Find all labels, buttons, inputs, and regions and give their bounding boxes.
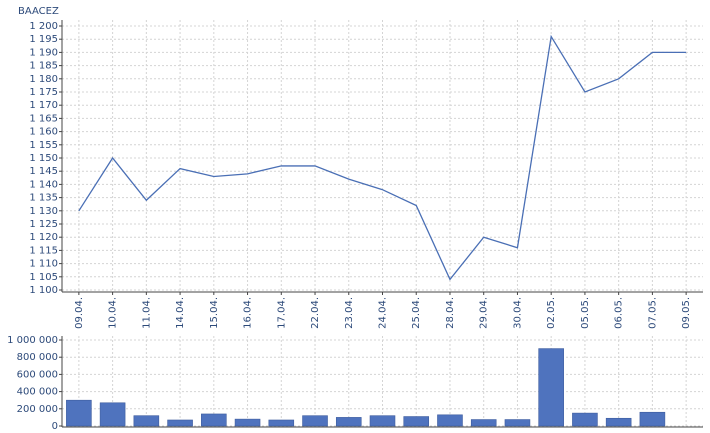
price-line	[78, 34, 687, 281]
bar	[504, 419, 531, 427]
y-tick-label: 0	[52, 421, 58, 432]
y-tick-label: 1 185	[29, 61, 58, 72]
y-tick-label: 1 125	[29, 219, 58, 230]
y-tick-label: 1 115	[29, 245, 58, 256]
y-tick-label: 1 195	[29, 34, 58, 45]
x-tick-label: 09.05.	[681, 297, 692, 329]
y-tick-label: 1 140	[29, 179, 58, 190]
bar	[66, 399, 92, 427]
y-tick-label: 1 170	[29, 100, 58, 111]
y-tick-label: 1 165	[29, 113, 58, 124]
x-tick-label: 15.04.	[209, 297, 220, 329]
bar	[335, 417, 362, 427]
y-tick-label: 1 110	[29, 259, 58, 270]
y-tick-label: 1 100	[29, 285, 58, 296]
x-tick-label: 17.04.	[276, 297, 287, 329]
x-tick-label: 28.04.	[445, 297, 456, 329]
y-tick-label: 1 130	[29, 206, 58, 217]
y-tick-label: 1 160	[29, 127, 58, 138]
x-tick-label: 22.04.	[310, 297, 321, 329]
x-tick-label: 16.04.	[243, 297, 254, 329]
y-tick-label: 1 105	[29, 272, 58, 283]
chart-title: BAACEZ	[18, 6, 59, 17]
bar	[167, 419, 193, 427]
x-tick-label: 24.04.	[378, 297, 389, 329]
y-tick-label: 1 000 000	[7, 335, 58, 346]
y-tick-label: 1 120	[29, 232, 58, 243]
x-tick-label: 14.04.	[175, 297, 186, 329]
bar	[470, 419, 497, 427]
bar	[268, 419, 295, 427]
x-tick-label: 07.05.	[647, 297, 658, 329]
y-tick-label: 1 145	[29, 166, 58, 177]
bar	[201, 413, 227, 427]
bar	[302, 415, 328, 427]
y-tick-label: 1 155	[29, 140, 58, 151]
y-tick-label: 200 000	[17, 404, 58, 415]
x-tick-label: 09.04.	[74, 297, 85, 329]
bar	[605, 417, 632, 427]
x-tick-label: 10.04.	[108, 297, 119, 329]
y-tick-label: 1 135	[29, 193, 58, 204]
y-tick-label: 400 000	[17, 387, 58, 398]
y-tick-label: 1 150	[29, 153, 58, 164]
bar	[403, 416, 430, 427]
x-tick-label: 25.04.	[411, 297, 422, 329]
bar	[133, 415, 160, 427]
bar	[369, 415, 396, 427]
bar	[538, 348, 564, 427]
x-tick-label: 11.04.	[141, 297, 152, 329]
x-tick-label: 29.04.	[479, 297, 490, 329]
x-tick-label: 05.05.	[580, 297, 591, 329]
y-tick-label: 600 000	[17, 369, 58, 380]
x-tick-label: 06.05.	[614, 297, 625, 329]
y-tick-label: 1 175	[29, 87, 58, 98]
bar	[99, 402, 126, 427]
bar	[234, 418, 261, 427]
y-tick-label: 1 180	[29, 74, 58, 85]
y-tick-label: 1 190	[29, 47, 58, 58]
y-tick-label: 1 200	[29, 21, 58, 32]
bar	[437, 414, 463, 427]
bar	[639, 411, 666, 427]
x-tick-label: 02.05.	[546, 297, 557, 329]
y-tick-label: 800 000	[17, 352, 58, 363]
x-tick-label: 30.04.	[512, 297, 523, 329]
x-tick-label: 23.04.	[344, 297, 355, 329]
bar	[572, 412, 598, 427]
